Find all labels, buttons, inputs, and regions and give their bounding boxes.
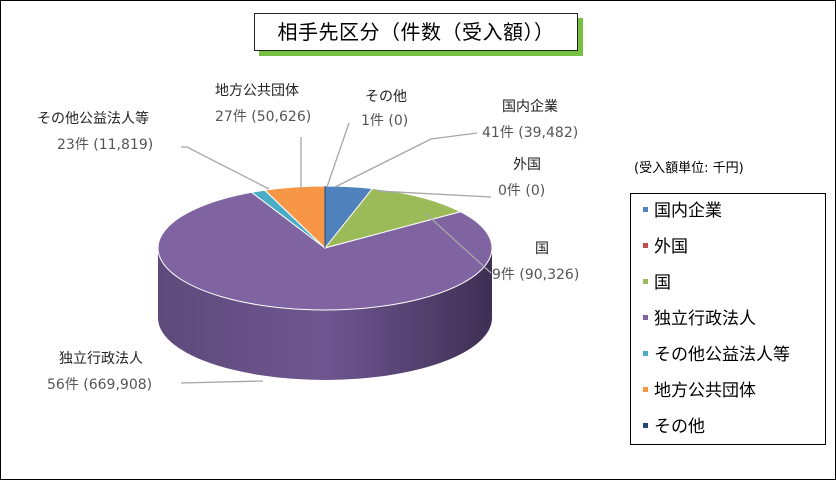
legend-swatch (643, 350, 648, 356)
count: 41件 (482, 125, 514, 141)
label-national-count: 9件 (90,326) (492, 267, 579, 283)
legend-label: 国 (654, 273, 671, 293)
value: (669,908) (83, 377, 152, 393)
legend-item-local-government: 地方公共団体 (643, 379, 756, 403)
label-other-count: 1件 (0) (361, 113, 408, 129)
leader-line-independent-admin (180, 380, 264, 384)
chart-title-box: 相手先区分（件数（受入額）） (254, 13, 578, 51)
leader-lines (180, 122, 492, 384)
unit-note: (受入額単位: 千円) (634, 161, 744, 176)
legend-item-independent-admin: 独立行政法人 (643, 307, 756, 331)
legend-label: 地方公共団体 (654, 381, 756, 401)
legend-swatch (643, 242, 648, 248)
legend-label: その他 (654, 417, 705, 437)
legend-label: その他公益法人等 (654, 345, 790, 365)
value: (50,626) (251, 109, 311, 125)
pie-3d-sides (158, 248, 492, 380)
legend-label: 外国 (654, 237, 688, 257)
legend-item-foreign: 外国 (643, 235, 688, 259)
pie-side-wall (158, 248, 492, 380)
count: 0件 (498, 183, 521, 199)
legend-swatch (643, 386, 648, 392)
value: (39,482) (518, 125, 578, 141)
label-domestic-name: 国内企業 (502, 98, 558, 115)
legend-item-national: 国 (643, 271, 671, 295)
legend-item-domestic-companies: 国内企業 (643, 199, 722, 223)
label-local-government-name: 地方公共団体 (215, 83, 299, 99)
value: (0) (388, 113, 408, 129)
legend-swatch (643, 422, 648, 428)
label-domestic-count: 41件 (39,482) (482, 125, 578, 141)
label-foreign-name: 外国 (513, 157, 541, 173)
label-public-interest-name: その他公益法人等 (37, 110, 149, 127)
legend-swatch (643, 314, 648, 320)
count: 23件 (57, 137, 89, 153)
slice-national (323, 188, 462, 249)
slice-independent-admin (157, 191, 493, 311)
legend-swatch (643, 278, 648, 284)
value: (0) (525, 183, 545, 199)
leader-line-public-interest (181, 146, 270, 190)
leader-line-domestic (334, 132, 478, 188)
count: 27件 (215, 109, 247, 125)
legend-label: 国内企業 (654, 201, 722, 221)
label-national-name: 国 (535, 241, 549, 257)
legend-item-public-interest: その他公益法人等 (643, 343, 790, 367)
value: (90,326) (519, 267, 579, 283)
pie-slices (157, 185, 493, 311)
leader-line-national (424, 212, 492, 274)
label-independent-admin-name: 独立行政法人 (59, 351, 143, 367)
label-foreign-count: 0件 (0) (498, 183, 545, 199)
label-local-government-count: 27件 (50,626) (215, 109, 311, 125)
count: 56件 (47, 377, 79, 393)
legend-item-other: その他 (643, 415, 705, 439)
value: (11,819) (93, 137, 153, 153)
label-independent-admin-count: 56件 (669,908) (47, 377, 152, 393)
label-other-name: その他 (365, 89, 407, 105)
legend-label: 独立行政法人 (654, 309, 756, 329)
data-labels: 国内企業 41件 (39,482) 外国 0件 (0) 国 9件 (90,326… (37, 83, 579, 393)
legend: 国内企業 外国 国 独立行政法人 その他公益法人等 地方公共団体 その他 (630, 193, 826, 445)
leader-line-other (326, 122, 350, 188)
count: 9件 (492, 267, 515, 283)
count: 1件 (361, 113, 384, 129)
legend-swatch (643, 206, 648, 212)
label-public-interest-count: 23件 (11,819) (57, 137, 153, 153)
chart-title: 相手先区分（件数（受入額）） (277, 20, 555, 44)
leader-line-foreign (376, 190, 492, 198)
